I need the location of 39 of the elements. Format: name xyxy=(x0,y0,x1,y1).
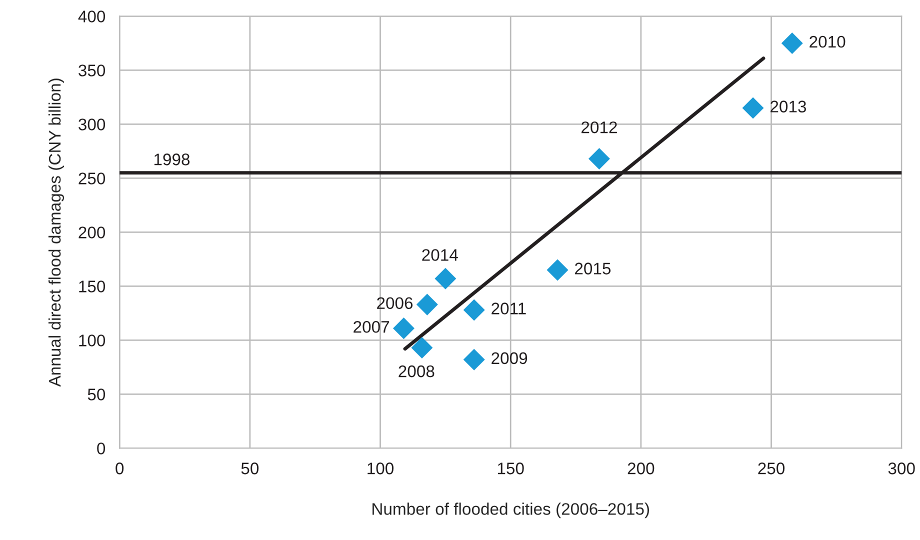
y-tick-label: 350 xyxy=(78,64,106,76)
annotation: 2012 xyxy=(582,121,617,134)
annotation: 2007 xyxy=(354,320,390,333)
y-tick-label: 100 xyxy=(79,334,106,346)
x-tick-label: 200 xyxy=(628,462,654,474)
point xyxy=(742,97,764,119)
x-tick-label: 150 xyxy=(498,462,524,474)
point xyxy=(434,268,456,290)
y-axis-title: Annual direct flood damages (CNY billion) xyxy=(48,78,64,387)
annotation: 2009 xyxy=(492,352,528,364)
annotation: 1998 xyxy=(154,154,190,166)
annotation: 2014 xyxy=(422,249,458,261)
point xyxy=(392,318,414,340)
point xyxy=(411,337,433,359)
y-tick-label: 0 xyxy=(97,442,106,454)
point xyxy=(463,348,485,370)
point xyxy=(781,32,803,54)
annotation: 2010 xyxy=(810,36,846,48)
annotation: 2011 xyxy=(492,302,526,314)
annotation: 2006 xyxy=(377,297,413,310)
x-tick-label: 50 xyxy=(241,462,259,474)
x-tick-label: 0 xyxy=(116,462,124,474)
x-tick-label: 250 xyxy=(758,462,785,474)
point xyxy=(546,259,568,281)
annotation: 2013 xyxy=(770,100,806,112)
y-tick-label: 250 xyxy=(78,172,106,184)
y-tick-label: 50 xyxy=(88,388,106,400)
point xyxy=(463,299,485,321)
x-tick-label: 100 xyxy=(368,462,394,474)
y-tick-label: 150 xyxy=(79,280,106,292)
annotation: 2015 xyxy=(575,262,611,274)
x-axis-title: Number of flooded cities (2006–2015) xyxy=(372,502,650,518)
x-tick-label: 300 xyxy=(888,462,915,474)
point xyxy=(588,148,610,170)
y-tick-label: 300 xyxy=(78,118,106,130)
y-tick-label: 200 xyxy=(78,226,106,238)
point xyxy=(416,294,438,316)
annotation: 2008 xyxy=(398,365,434,378)
y-tick-label: 400 xyxy=(78,10,106,22)
